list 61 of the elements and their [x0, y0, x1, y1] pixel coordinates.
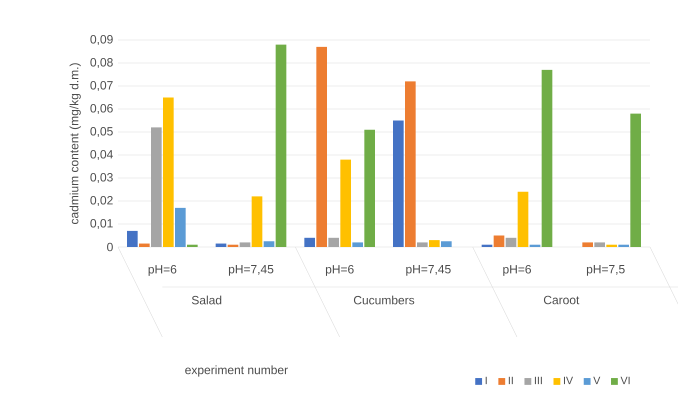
- legend-label: IV: [564, 376, 574, 384]
- bar: [316, 46, 328, 248]
- x-tick-label: pH=7,45: [406, 265, 451, 276]
- bar: [364, 130, 375, 248]
- y-tick-label: 0,06: [90, 104, 113, 114]
- bar: [530, 244, 540, 248]
- legend-label: VI: [620, 376, 630, 384]
- y-tick-label: 0,04: [90, 150, 113, 160]
- bar: [630, 114, 641, 248]
- bar: [264, 241, 274, 248]
- bar: [606, 244, 617, 248]
- legend-label: V: [593, 376, 600, 384]
- y-tick-label: 0: [107, 242, 113, 252]
- y-tick-label: 0,02: [90, 196, 113, 206]
- y-tick-label: 0,03: [90, 173, 113, 183]
- x-tick-label: pH=6: [326, 265, 354, 276]
- bar: [482, 244, 492, 248]
- x-tick-label: pH=6: [148, 265, 176, 276]
- bar: [228, 244, 238, 248]
- bar: [618, 244, 629, 248]
- bar: [240, 242, 250, 248]
- bar: [276, 44, 286, 248]
- bar: [441, 241, 452, 248]
- bar: [405, 81, 416, 248]
- y-tick-label: 0,09: [90, 35, 113, 45]
- text: Caroot: [544, 296, 580, 304]
- legend-label: I: [486, 376, 487, 384]
- bar: [518, 192, 528, 248]
- bar: [127, 230, 138, 248]
- y-axis-title: cadmium content (mg/kg d.m.): [70, 63, 81, 224]
- bar: [506, 238, 516, 248]
- x-tick-label: pH=7,45: [228, 265, 274, 276]
- bar: [582, 242, 593, 248]
- bar: [175, 208, 186, 248]
- y-tick-label: 0,07: [90, 81, 113, 91]
- y-tick-label: 0,05: [90, 127, 113, 137]
- bar: [594, 242, 605, 248]
- text: Salad: [192, 296, 222, 304]
- legend-title: experiment number: [185, 365, 288, 377]
- bar: [252, 196, 262, 248]
- legend-label: III: [534, 376, 542, 384]
- bar: [352, 242, 363, 248]
- bar: [151, 127, 162, 248]
- bar: [328, 238, 339, 248]
- text: Cucumbers: [354, 296, 414, 304]
- bar: [340, 160, 352, 248]
- bar: [187, 244, 198, 248]
- bar: [393, 120, 404, 248]
- bar: [139, 244, 150, 248]
- y-tick-label: 0,08: [90, 58, 113, 68]
- bar: [494, 236, 504, 248]
- bar: [216, 244, 226, 248]
- legend-label: II: [508, 376, 513, 384]
- bar: [304, 238, 315, 248]
- bar: [429, 240, 440, 248]
- bar: [417, 242, 428, 248]
- x-tick-label: pH=7,5: [586, 265, 625, 276]
- bar: [163, 98, 174, 248]
- y-tick-label: 0,01: [90, 219, 113, 229]
- bar: [542, 70, 552, 248]
- x-tick-label: pH=6: [503, 265, 531, 276]
